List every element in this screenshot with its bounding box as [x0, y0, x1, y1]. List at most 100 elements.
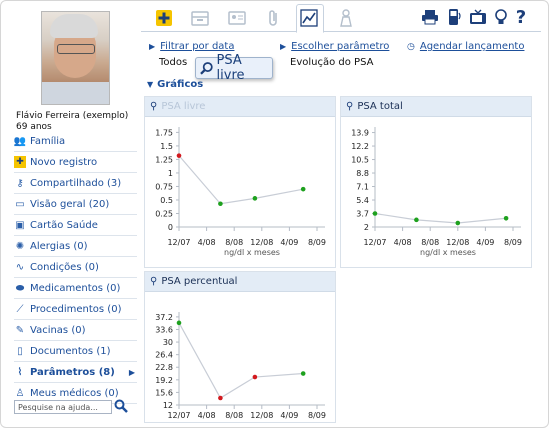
- chart-title: PSA total: [357, 101, 403, 112]
- data-point[interactable]: [300, 186, 306, 192]
- scalpel-icon: ⟋: [16, 303, 24, 315]
- y-tick-label: 0.5: [160, 196, 173, 205]
- x-tick-label: 12/07: [167, 238, 190, 247]
- mobile-icon[interactable]: [445, 7, 463, 27]
- chevron-right-icon: ▶: [128, 367, 135, 377]
- contact-card-icon[interactable]: [227, 8, 247, 28]
- search-icon[interactable]: [114, 399, 128, 415]
- series-line: [178, 155, 304, 205]
- series-line: [374, 212, 507, 224]
- attachment-icon[interactable]: [264, 8, 284, 28]
- data-point[interactable]: [372, 211, 378, 216]
- parameter-value: Evolução do PSA: [290, 57, 374, 68]
- data-point[interactable]: [455, 220, 461, 226]
- chart-icon: ⌇: [17, 366, 23, 378]
- sidebar-item-alergias[interactable]: ✺ Alergias (0): [14, 236, 137, 257]
- schedule-entry-link[interactable]: ◷ Agendar lançamento: [407, 41, 524, 52]
- x-tick-label: 4/09: [476, 238, 494, 247]
- data-point[interactable]: [176, 320, 182, 326]
- data-point[interactable]: [252, 374, 258, 380]
- chart-line-icon[interactable]: [299, 8, 319, 28]
- filter-by-date-link[interactable]: ▶ Filtrar por data: [149, 41, 234, 52]
- data-point[interactable]: [503, 215, 509, 221]
- y-tick-label: 33.6: [155, 325, 173, 334]
- x-tick-label: 12/07: [363, 238, 386, 247]
- chart-header[interactable]: ⚲ PSA livre: [145, 97, 335, 117]
- help-search-placeholder: Pesquise na ajuda...: [18, 403, 98, 412]
- sidebar-item-label: Meus médicos (0): [30, 387, 119, 399]
- chart-panel-psa-livre: ⚲ PSA livre 0 0.25 0.5 0.75 1 1.25 1.5 1.75 12/07…: [144, 96, 336, 268]
- x-tick-label: 12/08: [250, 238, 273, 247]
- help-icon[interactable]: ?: [515, 6, 527, 28]
- sidebar-item-familia[interactable]: 👥 Família: [14, 131, 137, 152]
- series-line: [178, 322, 304, 399]
- y-tick-label: 3.7: [356, 210, 369, 219]
- sidebar-item-cartao-saude[interactable]: ▣ Cartão Saúde: [14, 215, 137, 236]
- key-icon: ⚷: [16, 177, 24, 189]
- y-tick-label: 0: [168, 223, 173, 232]
- x-tick-label: 8/08: [225, 238, 243, 247]
- x-tick-label: 4/09: [280, 238, 298, 247]
- sidebar-item-label: Cartão Saúde: [30, 219, 98, 231]
- sidebar-item-documentos[interactable]: ▯ Documentos (1): [14, 341, 137, 362]
- x-tick-label: 8/09: [308, 238, 326, 247]
- data-point[interactable]: [300, 371, 306, 376]
- sidebar-item-condicoes[interactable]: ∿ Condições (0): [14, 257, 137, 278]
- x-tick-label: 8/09: [308, 411, 326, 420]
- chart-psa-total: 2 3.7 5.4 7.1 8.8 10.5 12.2 13.9 12/07 4/08 8/08 12…: [351, 127, 522, 257]
- filter-value: Todos: [159, 57, 188, 68]
- sidebar-item-medicamentos[interactable]: ⬬ Medicamentos (0): [14, 278, 137, 299]
- id-card-icon: ▣: [15, 219, 25, 231]
- data-point[interactable]: [252, 196, 258, 201]
- y-tick-label: 0.75: [155, 182, 173, 191]
- x-tick-label: 4/09: [280, 411, 298, 420]
- stethoscope-icon: ∿: [15, 261, 25, 273]
- charts-section-label: Gráficos: [157, 79, 204, 90]
- chart-title: PSA livre: [161, 101, 206, 112]
- sidebar-item-procedimentos[interactable]: ⟋ Procedimentos (0): [14, 299, 137, 320]
- x-tick-label: 12/07: [167, 411, 190, 420]
- x-tick-label: 4/08: [198, 411, 216, 420]
- doctor-icon: ♙: [15, 387, 25, 399]
- plus-icon: ✚: [14, 156, 26, 168]
- user-info: Flávio Ferreira (exemplo) 69 anos: [16, 111, 128, 133]
- sidebar-item-novo-registro[interactable]: ✚ Novo registro: [14, 152, 137, 173]
- user-name: Flávio Ferreira (exemplo): [16, 111, 129, 121]
- person-icon[interactable]: [336, 8, 356, 28]
- sidebar-item-label: Família: [30, 135, 66, 147]
- chart-panel-psa-total: ⚲ PSA total 2 3.7 5.4 7.1 8.8 10.5 12.2 13.9 12/0…: [340, 96, 532, 268]
- triangle-right-icon: ▶: [149, 42, 156, 51]
- sidebar-item-parametros[interactable]: ⌇ Parâmetros (8) ▶: [14, 362, 137, 383]
- print-icon[interactable]: [421, 7, 439, 27]
- inbox-icon[interactable]: [190, 8, 210, 28]
- chart-header[interactable]: ⚲ PSA percentual: [145, 272, 335, 292]
- family-icon: 👥: [13, 135, 27, 147]
- data-point[interactable]: [176, 153, 182, 158]
- sidebar-item-vacinas[interactable]: ✎ Vacinas (0): [14, 320, 137, 341]
- folder-icon: ▭: [15, 198, 25, 210]
- pill-icon: ⬬: [15, 282, 25, 294]
- magnifier-icon: ⚲: [150, 276, 158, 287]
- data-point[interactable]: [414, 217, 419, 223]
- data-point[interactable]: [218, 395, 223, 401]
- charts-section-title[interactable]: ▼ Gráficos: [147, 79, 203, 90]
- y-tick-label: 8.8: [356, 169, 369, 178]
- help-search-input[interactable]: Pesquise na ajuda...: [14, 400, 112, 414]
- sidebar-item-visao-geral[interactable]: ▭ Visão geral (20): [14, 194, 137, 215]
- y-tick-label: 26.4: [155, 351, 173, 360]
- data-point[interactable]: [218, 201, 223, 207]
- add-record-icon[interactable]: [154, 8, 174, 28]
- x-tick-label: 8/08: [421, 238, 439, 247]
- y-tick-label: 37.2: [155, 313, 173, 322]
- chart-psa-livre: 0 0.25 0.5 0.75 1 1.25 1.5 1.75 12/07 4/08 8/08 12/…: [155, 127, 326, 257]
- chart-panel-psa-percentual: ⚲ PSA percentual 12 15.6 19.2 22.8 26.4 30 33.6…: [144, 271, 336, 423]
- x-tick-label: 8/09: [504, 238, 522, 247]
- chart-header[interactable]: ⚲ PSA total: [341, 97, 531, 117]
- sidebar-item-compartilhado[interactable]: ⚷ Compartilhado (3): [14, 173, 137, 194]
- choose-parameter-link[interactable]: ▶ Escolher parâmetro: [280, 41, 389, 52]
- x-axis-label: ng/dl x meses: [420, 248, 476, 257]
- tv-icon[interactable]: [469, 7, 487, 27]
- x-axis-label: ng/dl x meses: [224, 248, 280, 257]
- lightbulb-icon[interactable]: [492, 7, 510, 27]
- avatar[interactable]: [41, 11, 110, 105]
